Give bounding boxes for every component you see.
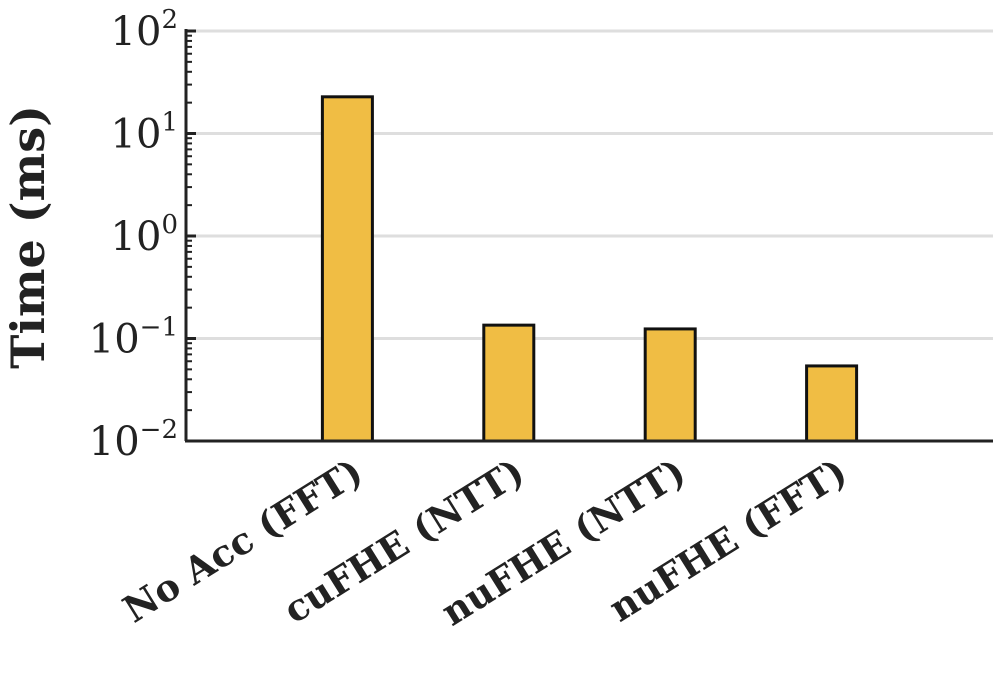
y-tick-label: 102 [111, 5, 178, 55]
y-tick-label: 100 [111, 210, 178, 260]
gridlines [186, 29, 993, 340]
y-tick-label: 10−2 [89, 415, 178, 465]
bar-4 [805, 364, 859, 443]
bar-3 [643, 327, 697, 443]
bar-1 [320, 95, 374, 443]
y-axis-title: Time (ms) [1, 105, 55, 369]
y-tick-labels: 102 101 100 10−1 10−2 [89, 5, 178, 465]
x-category-labels: No Acc (FFT)cuFHE (NTT)nuFHE (NTT)nuFHE … [115, 449, 854, 634]
y-tick-label: 10−1 [89, 313, 178, 363]
axes [184, 29, 993, 443]
y-tick-label: 101 [111, 108, 178, 158]
bar-2 [482, 323, 536, 443]
bars [320, 95, 859, 443]
